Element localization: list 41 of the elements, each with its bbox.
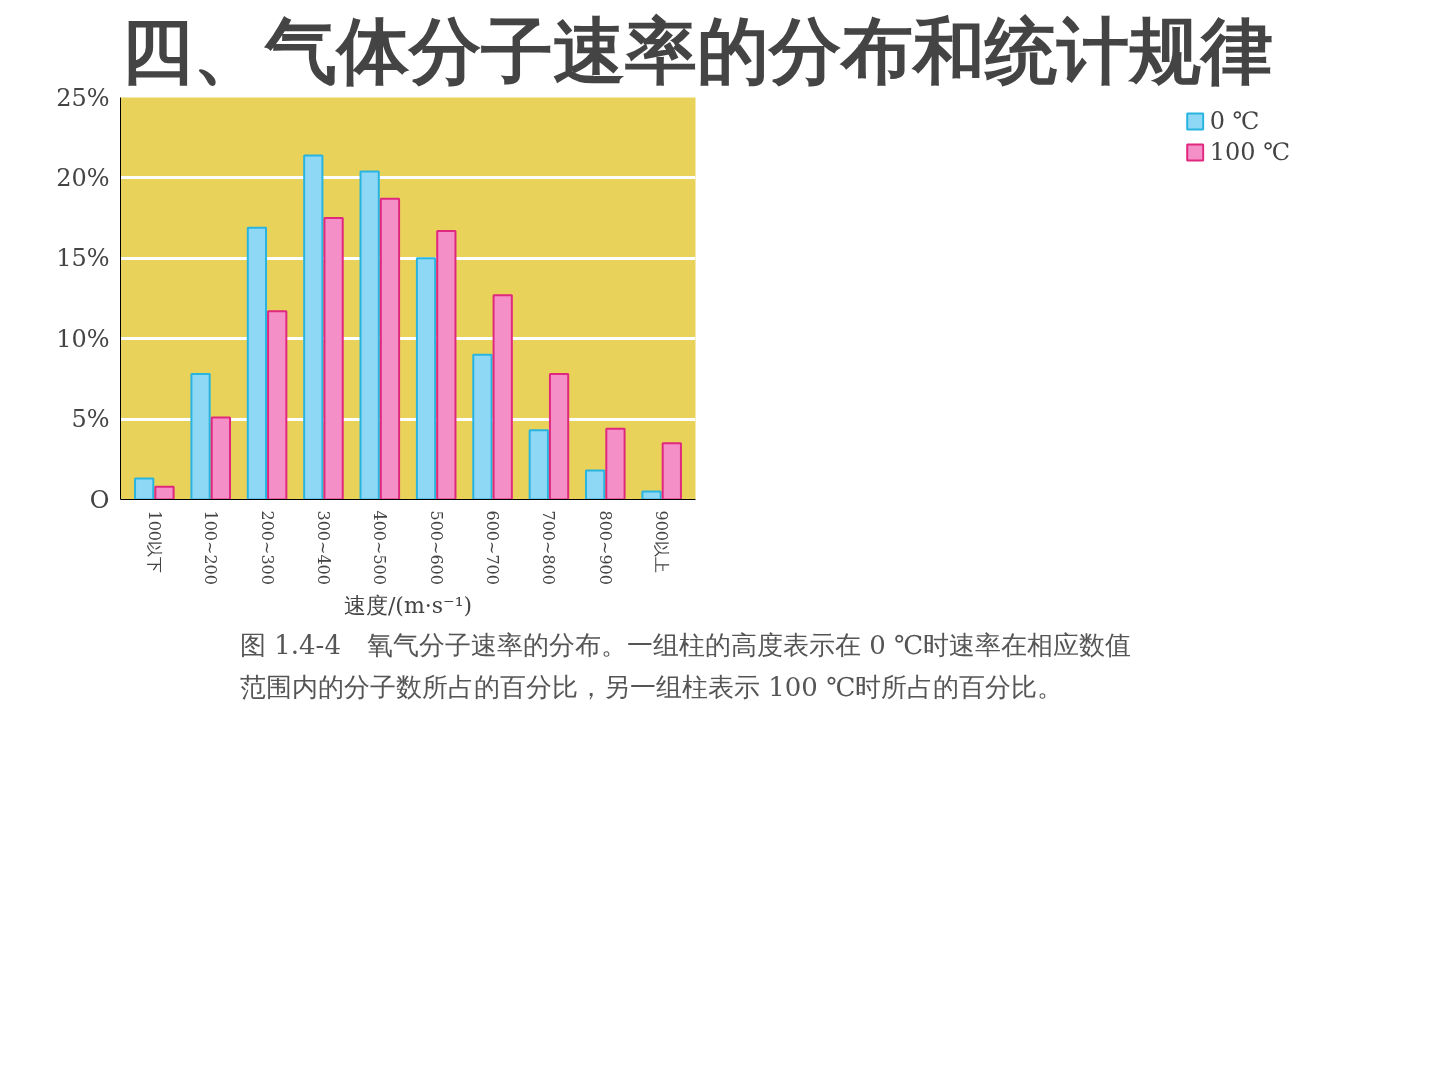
x-axis-title: 速度/(m·s⁻¹) <box>343 592 473 618</box>
legend-label: 100 ℃ <box>1209 138 1290 166</box>
x-tick-label: 100以下 <box>144 510 164 574</box>
bar <box>246 226 268 500</box>
x-tick-label: 600~700 <box>483 510 503 585</box>
bar <box>641 490 662 500</box>
y-tick-label: O <box>89 485 110 514</box>
bar <box>492 294 513 500</box>
bar <box>190 373 211 500</box>
x-tick-label: 300~400 <box>313 510 333 585</box>
bar <box>323 217 344 500</box>
x-tick-label: 700~800 <box>539 510 559 585</box>
x-tick-label: 500~600 <box>426 510 446 585</box>
bar <box>472 353 493 500</box>
bar <box>379 197 401 500</box>
bar <box>528 429 549 500</box>
bar <box>154 485 175 500</box>
bar <box>415 257 437 500</box>
y-tick-label: 5% <box>71 405 110 434</box>
bar <box>585 469 606 500</box>
bar <box>210 416 231 500</box>
x-tick-label: 200~300 <box>257 510 277 585</box>
y-tick-label: 25% <box>56 83 110 112</box>
y-tick-label: 20% <box>56 163 110 192</box>
y-tick-label: 15% <box>56 244 110 273</box>
x-tick-label: 800~900 <box>595 510 615 585</box>
caption: 图 1.4-4 氧气分子速率的分布。一组柱的高度表示在 0 ℃时速率在相应数值范围内的分子数所占的百分比，另一组柱表示 100 ℃时所占的百分比。 <box>240 629 1133 704</box>
chart-title: 四、气体分子速率的分布和统计规律 <box>120 7 1273 93</box>
bar <box>134 477 155 500</box>
bar <box>661 442 682 500</box>
bar <box>548 373 570 500</box>
bar <box>267 310 288 500</box>
bar <box>303 154 324 500</box>
x-tick-label: 900以上 <box>652 510 672 574</box>
bar <box>436 229 457 500</box>
x-tick-label: 400~500 <box>370 510 390 585</box>
bar <box>605 427 626 500</box>
legend-label: 0 ℃ <box>1209 107 1260 135</box>
bar <box>359 170 380 500</box>
y-tick-label: 10% <box>56 324 110 353</box>
x-tick-label: 100~200 <box>201 510 221 585</box>
